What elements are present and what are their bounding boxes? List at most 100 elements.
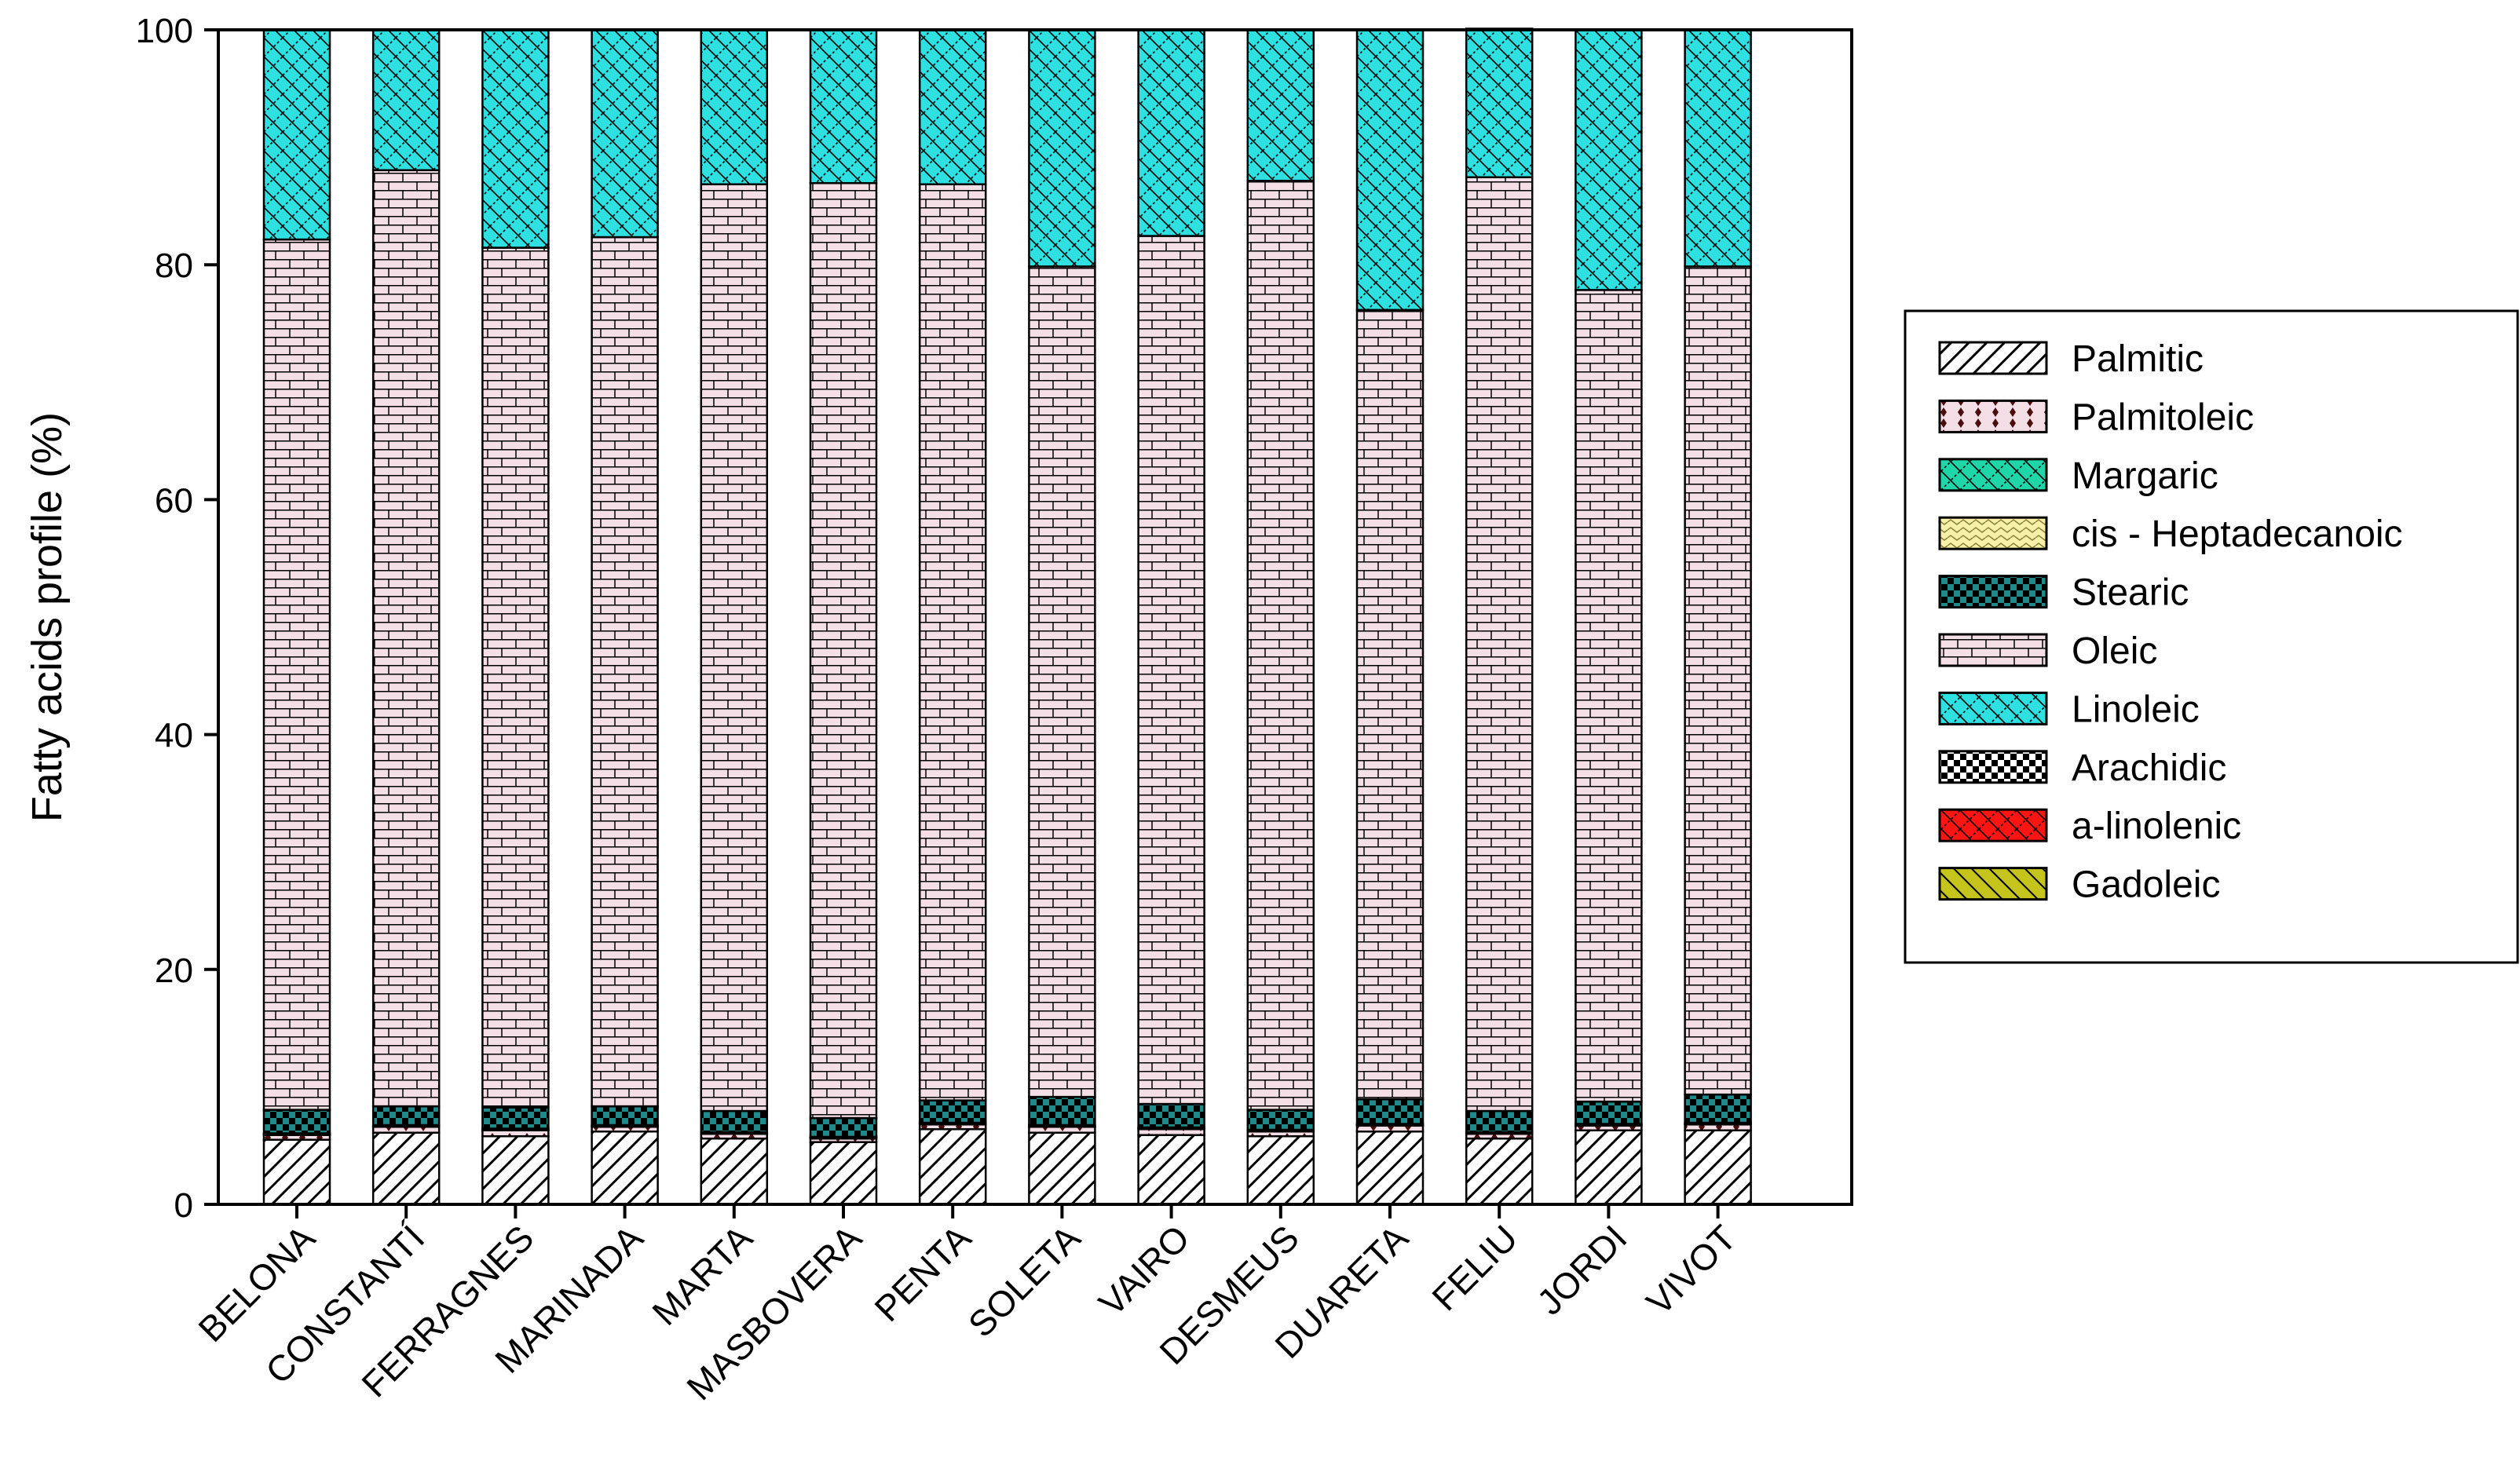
bar-segment-palmitic xyxy=(1028,1131,1096,1206)
legend-swatch xyxy=(1938,575,2048,609)
legend-item-palmitic: Palmitic xyxy=(1938,338,2204,380)
legend-swatch xyxy=(1938,633,2048,667)
bar-segment-palmitic xyxy=(1355,1130,1425,1206)
legend-label: cis - Heptadecanoic xyxy=(2072,513,2403,555)
bar-segment-oleic xyxy=(1465,176,1534,1112)
bar-stack-marinada xyxy=(591,28,659,1206)
legend-label: a-linolenic xyxy=(2072,806,2241,847)
y-tick-label: 80 xyxy=(155,247,193,285)
bar-segment-palmitic xyxy=(481,1134,550,1206)
legend-label: Palmitic xyxy=(2072,338,2204,380)
bar-segment-stearic xyxy=(1028,1095,1096,1127)
bars-layer xyxy=(262,27,1752,1206)
y-tick-label: 20 xyxy=(155,952,193,990)
bar-segment-oleic xyxy=(371,169,441,1108)
bar-segment-oleic xyxy=(1137,235,1205,1105)
bar-segment-linoleic xyxy=(918,28,987,185)
legend-label: Palmitoleic xyxy=(2072,396,2254,438)
bar-stack-feliu xyxy=(1465,27,1534,1206)
bar-segment-oleic xyxy=(591,236,659,1108)
legend-label: Stearic xyxy=(2072,572,2189,614)
bar-segment-linoleic xyxy=(1684,28,1752,268)
bar-segment-linoleic xyxy=(371,28,441,172)
bar-segment-palmitic xyxy=(1246,1134,1315,1206)
legend-swatch xyxy=(1938,516,2048,550)
bar-segment-palmitic xyxy=(918,1128,987,1206)
legend-swatch xyxy=(1938,867,2048,901)
legend-item-margaric: Margaric xyxy=(1938,455,2218,497)
bar-segment-linoleic xyxy=(700,28,769,185)
bar-segment-oleic xyxy=(262,238,331,1111)
bar-stack-vivot xyxy=(1684,28,1752,1206)
bar-segment-linoleic xyxy=(481,28,550,249)
bar-segment-linoleic xyxy=(1246,28,1315,182)
bar-segment-oleic xyxy=(918,183,987,1102)
legend-item-stearic: Stearic xyxy=(1938,572,2189,614)
y-axis-title: Fatty acids profile (%) xyxy=(24,412,71,822)
bar-segment-stearic xyxy=(591,1105,659,1127)
bar-stack-constanti xyxy=(371,28,441,1206)
bar-stack-belona xyxy=(262,28,331,1206)
y-tick-label: 40 xyxy=(155,717,193,755)
bar-segment-oleic xyxy=(481,247,550,1109)
x-category-label: VAIRO xyxy=(1091,1217,1198,1324)
bar-segment-stearic xyxy=(371,1105,441,1127)
bar-segment-stearic xyxy=(1465,1109,1534,1134)
bar-segment-stearic xyxy=(700,1109,769,1134)
plot-frame xyxy=(217,28,1853,1206)
bar-stack-penta xyxy=(918,28,987,1206)
bar-segment-stearic xyxy=(809,1116,878,1138)
bar-segment-stearic xyxy=(1355,1098,1425,1125)
legend-item-a-linolenic: a-linolenic xyxy=(1938,806,2241,847)
bar-segment-oleic xyxy=(809,181,878,1120)
bar-stack-desmeus xyxy=(1246,28,1315,1206)
legend-item-oleic: Oleic xyxy=(1938,630,2157,672)
bar-segment-palmitic xyxy=(1684,1129,1752,1206)
bar-segment-oleic xyxy=(1684,265,1752,1096)
legend-label: Oleic xyxy=(2072,630,2157,672)
bar-segment-palmitic xyxy=(1137,1134,1205,1206)
legend-swatch xyxy=(1938,341,2048,375)
bar-segment-linoleic xyxy=(1575,28,1643,291)
bar-segment-stearic xyxy=(1137,1102,1205,1129)
bar-stack-masbovera xyxy=(809,28,878,1206)
x-category-label: PENTA xyxy=(866,1217,978,1329)
legend-item-arachidic: Arachidic xyxy=(1938,747,2226,789)
x-category-label: FELIU xyxy=(1424,1217,1525,1318)
bar-segment-stearic xyxy=(1575,1100,1643,1125)
bar-segment-oleic xyxy=(700,183,769,1112)
bar-segment-stearic xyxy=(481,1106,550,1130)
bar-segment-linoleic xyxy=(262,28,331,241)
bar-segment-linoleic xyxy=(591,28,659,239)
legend-item-cis-heptadecanoic: cis - Heptadecanoic xyxy=(1938,513,2403,555)
bar-segment-stearic xyxy=(1246,1109,1315,1131)
bar-segment-linoleic xyxy=(1137,28,1205,237)
bar-segment-linoleic xyxy=(809,28,878,184)
bar-segment-oleic xyxy=(1575,289,1643,1103)
bar-segment-oleic xyxy=(1355,309,1425,1101)
bar-segment-linoleic xyxy=(1355,28,1425,312)
legend-item-gadoleic: Gadoleic xyxy=(1938,864,2220,906)
bar-segment-oleic xyxy=(1028,265,1096,1098)
legend-item-linoleic: Linoleic xyxy=(1938,689,2200,730)
bar-stack-vairo xyxy=(1137,28,1205,1206)
bar-segment-palmitic xyxy=(591,1130,659,1206)
bar-segment-oleic xyxy=(1246,179,1315,1111)
bar-stack-duareta xyxy=(1355,28,1425,1206)
x-category-label: JORDI xyxy=(1529,1217,1634,1322)
bar-stack-ferragnes xyxy=(481,28,550,1206)
bar-segment-stearic xyxy=(918,1099,987,1124)
legend-swatch xyxy=(1938,808,2048,842)
x-category-label: SOLETA xyxy=(960,1217,1088,1345)
y-tick-label: 100 xyxy=(136,12,193,50)
legend-label: Linoleic xyxy=(2072,689,2200,730)
legend-swatch xyxy=(1938,458,2048,492)
y-tick-label: 60 xyxy=(155,481,193,520)
bar-segment-palmitic xyxy=(1575,1129,1643,1206)
bar-segment-palmitic xyxy=(700,1137,769,1206)
y-tick-label: 0 xyxy=(174,1186,193,1225)
bar-segment-stearic xyxy=(262,1109,331,1134)
legend-item-palmitoleic: Palmitoleic xyxy=(1938,396,2254,438)
